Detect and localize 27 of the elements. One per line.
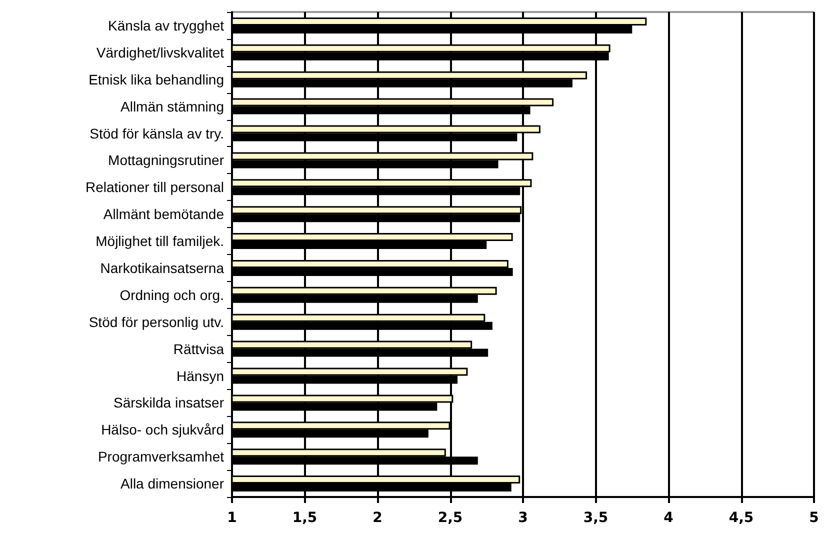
x-tick-label: 3 xyxy=(518,510,528,526)
x-tick-label: 4,5 xyxy=(728,510,754,526)
y-tick-label: Ordning och org. xyxy=(120,286,224,303)
y-tick-label: Allmän stämning xyxy=(120,98,224,114)
y-tick-label: Mottagningsrutiner xyxy=(108,152,224,168)
y-tick-label: Stöd för personlig utv. xyxy=(88,314,224,330)
x-tick-label: 2 xyxy=(372,510,382,526)
y-tick-label: Känsla av trygghet xyxy=(108,17,224,34)
y-tick-label: Programverksamhet xyxy=(98,448,224,465)
y-tick-label: Hänsyn xyxy=(176,368,224,384)
x-tick-label: 2,5 xyxy=(438,510,463,526)
y-tick-label: Hälso- och sjukvård xyxy=(101,422,224,438)
y-tick-label: Möjlighet till familjek. xyxy=(96,233,224,250)
y-tick-label: Relationer till personal xyxy=(85,179,224,196)
y-tick-label: Rättvisa xyxy=(173,340,224,357)
x-tick-label: 5 xyxy=(809,510,819,526)
y-tick-label: Värdighet/livskvalitet xyxy=(96,44,224,60)
y-tick-label: Särskilda insatser xyxy=(114,394,224,411)
x-tick-label: 1,5 xyxy=(292,510,318,526)
y-tick-label: Stöd för känsla av try. xyxy=(90,125,224,142)
x-tick-label: 1 xyxy=(227,510,237,526)
y-tick-label: Alla dimensioner xyxy=(120,476,224,492)
y-tick-label: Etnisk lika behandling xyxy=(88,71,224,88)
y-tick-label: Narkotikainsatserna xyxy=(100,260,224,276)
x-tick-label: 4 xyxy=(664,510,674,526)
y-tick-label: Allmänt bemötande xyxy=(103,206,224,222)
x-tick-label: 3,5 xyxy=(583,510,608,526)
